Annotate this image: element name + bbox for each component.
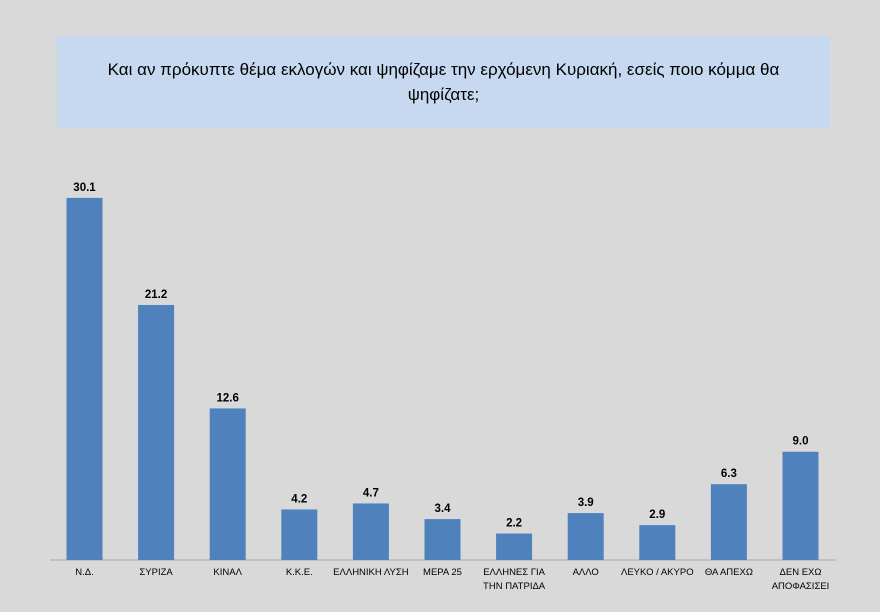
- bar: [496, 533, 533, 560]
- x-tick-label: ΘΑ ΑΠΕΧΩ: [704, 567, 753, 578]
- value-label: 21.2: [145, 289, 167, 301]
- x-tick-label: ΕΛΛΗΝΕΣ ΓΙΑ ΤΗΝ ΠΑΤΡΙΔΑ: [483, 567, 546, 592]
- x-tick-label: Κ.Κ.Ε.: [285, 567, 313, 578]
- bar: [352, 503, 389, 560]
- bar: [281, 509, 318, 560]
- bar: [66, 197, 103, 560]
- value-label: 2.9: [649, 509, 665, 521]
- x-tick-label: ΣΥΡΙΖΑ: [139, 567, 173, 578]
- value-label: 12.6: [217, 392, 239, 404]
- value-label: 2.2: [506, 518, 522, 530]
- bar: [639, 525, 676, 560]
- bar: [424, 519, 461, 560]
- value-label: 30.1: [73, 182, 96, 194]
- value-label: 4.7: [363, 487, 379, 499]
- bar: [567, 513, 604, 560]
- x-tick-label: ΑΛΛΟ: [572, 567, 599, 578]
- x-tick-label: ΕΛΛΗΝΙΚΗ ΛΥΣΗ: [333, 567, 409, 578]
- x-tick-label: ΛΕΥΚΟ / ΑΚΥΡΟ: [621, 567, 694, 578]
- value-label: 6.3: [721, 468, 737, 480]
- bar: [209, 408, 246, 560]
- bar: [138, 304, 175, 560]
- title-box: Και αν πρόκυπτε θέμα εκλογών και ψηφίζαμ…: [57, 36, 830, 128]
- x-tick-label: ΚΙΝΑΛ: [213, 567, 242, 578]
- x-tick-label: ΔΕΝ ΕΧΩ ΑΠΟΦΑΣΙΣΕΙ: [771, 567, 830, 592]
- x-tick-label: ΜΕΡΑ 25: [423, 567, 462, 578]
- value-label: 4.2: [291, 493, 307, 505]
- value-label: 9.0: [793, 436, 809, 448]
- bar: [710, 484, 747, 560]
- x-tick-label: Ν.Δ.: [75, 567, 94, 578]
- bar: [782, 451, 819, 560]
- value-label: 3.4: [435, 503, 452, 515]
- value-label: 3.9: [578, 497, 594, 509]
- chart-title: Και αν πρόκυπτε θέμα εκλογών και ψηφίζαμ…: [107, 60, 780, 104]
